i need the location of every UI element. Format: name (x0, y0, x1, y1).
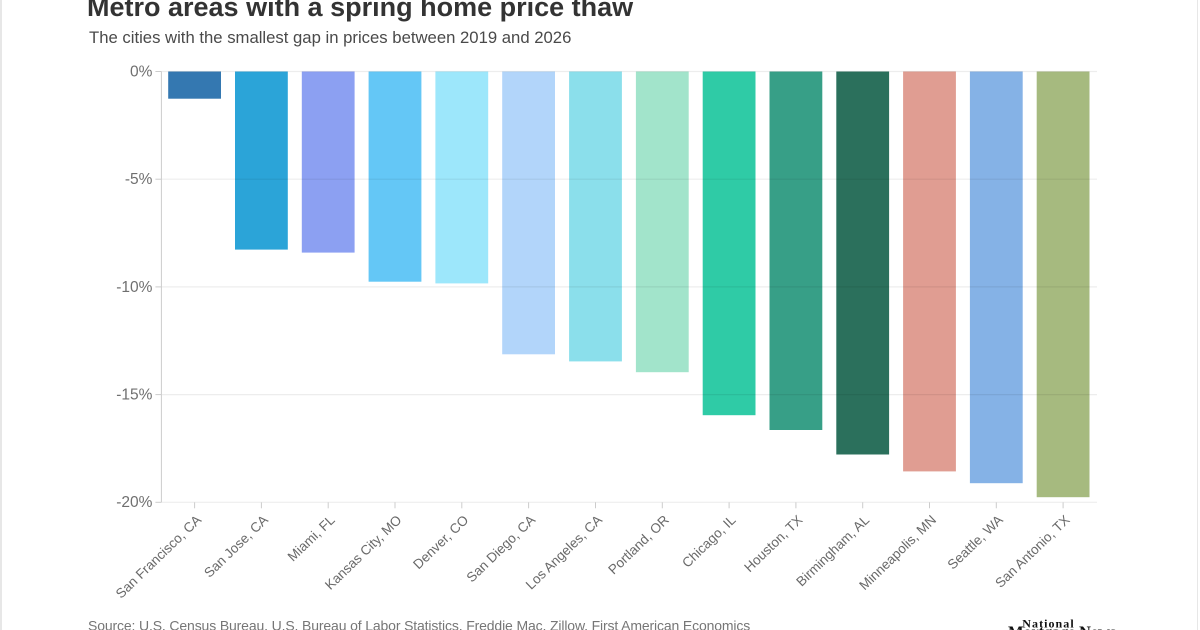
svg-text:Mortgage News: Mortgage News (1008, 622, 1117, 630)
svg-text:-20%: -20% (116, 494, 152, 511)
svg-text:Source: U.S. Census Bureau, U.: Source: U.S. Census Bureau, U.S. Bureau … (88, 617, 750, 630)
svg-text:Chicago, IL: Chicago, IL (679, 512, 739, 571)
svg-text:Denver, CO: Denver, CO (410, 512, 471, 572)
svg-text:Portland, OR: Portland, OR (605, 512, 672, 577)
svg-text:San Francisco, CA: San Francisco, CA (113, 512, 204, 601)
svg-text:-15%: -15% (116, 387, 152, 404)
svg-text:Houston, TX: Houston, TX (741, 512, 805, 575)
svg-text:Miami, FL: Miami, FL (285, 512, 338, 564)
svg-text:0%: 0% (130, 63, 153, 80)
svg-text:Seattle, WA: Seattle, WA (945, 512, 1006, 572)
svg-text:-10%: -10% (116, 279, 152, 296)
svg-text:San Diego, CA: San Diego, CA (464, 512, 539, 585)
svg-text:San Jose, CA: San Jose, CA (201, 512, 271, 580)
svg-text:National: National (1022, 616, 1074, 630)
svg-text:-5%: -5% (125, 171, 153, 188)
